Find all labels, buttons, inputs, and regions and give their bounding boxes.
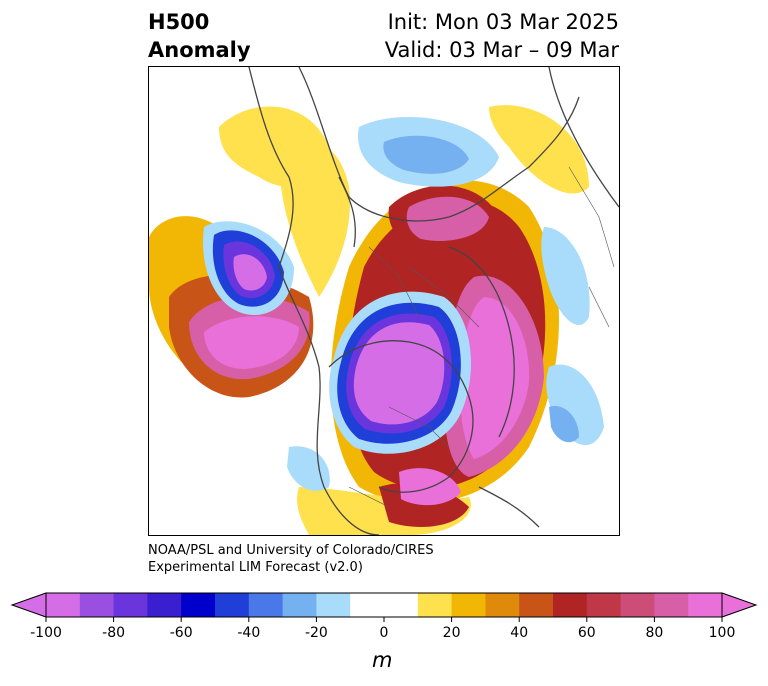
colorbar-tick-label: -80 — [102, 625, 125, 641]
colorbar-cell — [248, 593, 284, 617]
colorbar-cell — [417, 593, 453, 617]
colorbar-cell — [316, 593, 351, 617]
colorbar-cell — [79, 593, 115, 617]
colorbar-tick-label: -20 — [305, 625, 328, 641]
colorbar-tick-label: -100 — [30, 625, 62, 641]
colorbar-cell — [553, 593, 588, 617]
colorbar-cell — [654, 593, 689, 617]
colorbar-tick-label: 0 — [380, 625, 389, 641]
colorbar-cell — [688, 593, 723, 617]
title-dates: Init: Mon 03 Mar 2025 Valid: 03 Mar – 09… — [385, 8, 619, 64]
colorbar-cell — [519, 593, 554, 617]
colorbar-cell — [586, 593, 622, 617]
colorbar-cell — [147, 593, 182, 617]
colorbar-cell — [451, 593, 486, 617]
colorbar-tick-label: 60 — [578, 625, 596, 641]
negative-anomaly-russia — [287, 117, 604, 491]
colorbar-extend-low — [10, 592, 47, 618]
colorbar-cell — [350, 593, 385, 617]
colorbar: -100 -80 -60 -40 -20 0 20 40 60 80 100 — [10, 592, 758, 641]
credit-text: NOAA/PSL and University of Colorado/CIRE… — [148, 542, 434, 576]
title-variable: H500 Anomaly — [148, 8, 251, 64]
title-variable-line1: H500 — [148, 10, 210, 34]
colorbar-cell — [282, 593, 317, 617]
colorbar-cell — [620, 593, 655, 617]
colorbar-unit: m — [372, 648, 393, 672]
colorbar-cell — [46, 593, 81, 617]
colorbar-tick-label: -60 — [170, 625, 193, 641]
colorbar-tick-label: 80 — [645, 625, 663, 641]
valid-range: Valid: 03 Mar – 09 Mar — [384, 38, 619, 62]
init-date: Init: Mon 03 Mar 2025 — [387, 10, 619, 34]
colorbar-ticks: -100 -80 -60 -40 -20 0 20 40 60 80 100 — [30, 617, 735, 641]
colorbar-extend-high — [721, 592, 758, 618]
borders — [348, 166, 615, 508]
colorbar-tick-label: 20 — [443, 625, 461, 641]
colorbar-cell — [215, 593, 250, 617]
colorbar-cell — [485, 593, 520, 617]
credit-line1: NOAA/PSL and University of Colorado/CIRE… — [148, 543, 434, 558]
coastlines — [248, 67, 619, 535]
credit-line2: Experimental LIM Forecast (v2.0) — [148, 560, 363, 575]
colorbar-tick-label: 40 — [510, 625, 528, 641]
colorbar-cell — [113, 593, 148, 617]
positive-anomaly-core — [189, 196, 544, 506]
colorbar-tick-label: -40 — [237, 625, 260, 641]
negative-anomaly-europe — [203, 221, 294, 315]
title-variable-line2: Anomaly — [148, 38, 251, 62]
anomaly-map — [148, 66, 620, 536]
map-svg — [149, 67, 619, 535]
colorbar-tick-label: 100 — [709, 625, 736, 641]
colorbar-cell — [181, 593, 216, 617]
colorbar-cell — [384, 593, 419, 617]
colorbar-cells — [46, 593, 723, 617]
